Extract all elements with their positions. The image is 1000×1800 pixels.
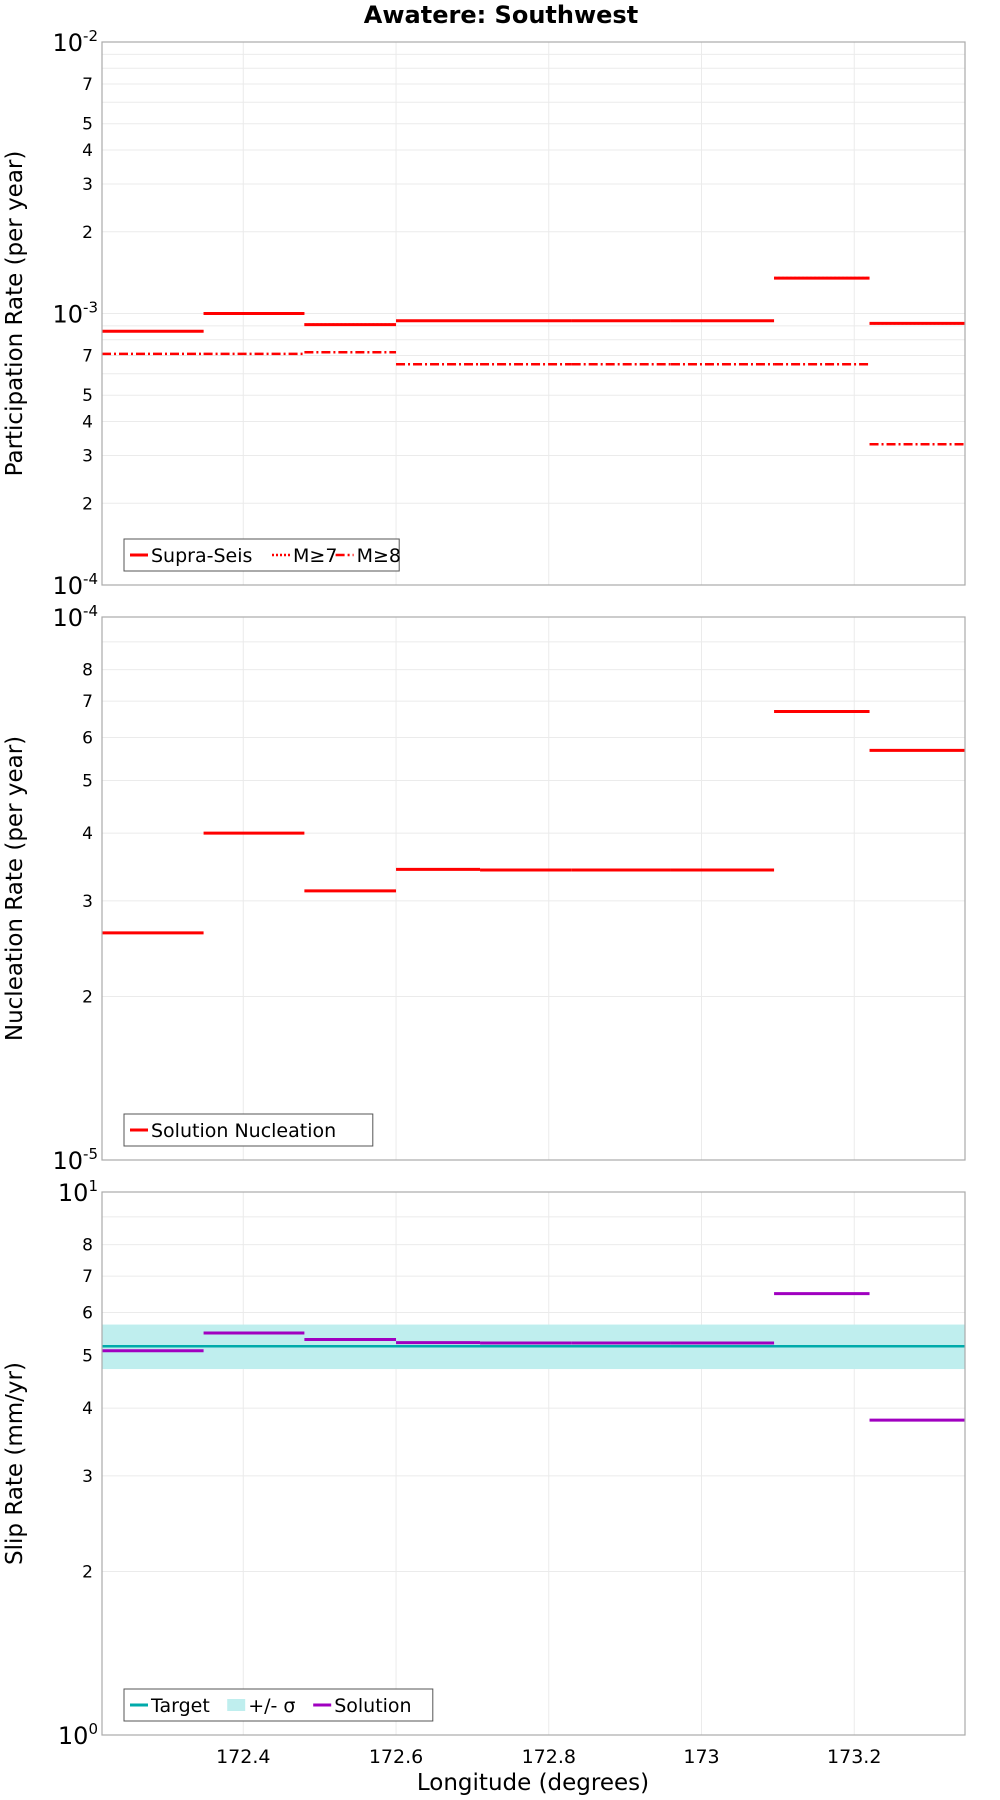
- y-tick-minor: 4: [82, 1399, 93, 1419]
- x-tick-label: 173: [683, 1746, 719, 1768]
- legend-box: [123, 1688, 434, 1722]
- series-solution-nucleation: [102, 709, 965, 935]
- legend-slip: Target +/- σ Solution: [123, 1688, 434, 1722]
- panel-slip: Slip Rate (mm/yr) 101 100 8 7 6 5 4 3 2 Target +/- …: [2, 1177, 966, 1768]
- x-grid-slip: [242, 1192, 855, 1735]
- y-tick-minor: 7: [82, 692, 93, 712]
- x-tick-label: 172.4: [216, 1746, 270, 1768]
- chart-title: Awatere: Southwest: [364, 1, 638, 29]
- series-m-7: [102, 276, 965, 333]
- legend-swatch: [227, 1699, 246, 1711]
- x-axis-label: Longitude (degrees): [417, 1770, 649, 1796]
- plot-frame-nucleation: [101, 616, 966, 1161]
- y-grid-nucleation: [102, 641, 965, 998]
- y-tick-minor: 6: [82, 1303, 93, 1323]
- x-tick-label: 173.2: [827, 1746, 881, 1768]
- y-axis-label-participation: Participation Rate (per year): [2, 151, 28, 477]
- plot-frame-slip: [101, 1191, 966, 1736]
- y-tick-major: 10-2: [52, 27, 98, 57]
- y-tick-minor: 2: [82, 223, 93, 243]
- x-tick-label: 172.8: [522, 1746, 576, 1768]
- legend-participation: Supra-Seis M≥7 M≥8: [123, 538, 401, 572]
- legend-nucleation: Solution Nucleation: [123, 1113, 374, 1147]
- y-tick-minor: 7: [82, 347, 93, 367]
- y-tick-major: 10-4: [52, 570, 98, 600]
- x-ticks: 172.4 172.6 172.8 173 173.2: [216, 1746, 881, 1768]
- plot-area-nucleation: [102, 617, 965, 1160]
- legend-box: [123, 1113, 374, 1147]
- legend-label: Supra-Seis: [151, 545, 252, 567]
- y-tick-minor: 3: [82, 446, 93, 466]
- legend-label: M≥8: [357, 545, 401, 567]
- y-tick-minor: 5: [82, 771, 93, 791]
- y-tick-minor: 5: [82, 115, 93, 135]
- panels: Participation Rate (per year) 10-2 10-3 10-…: [2, 27, 966, 1768]
- y-tick-minor: 7: [82, 75, 93, 95]
- y-axis-label-slip: Slip Rate (mm/yr): [2, 1362, 28, 1565]
- y-tick-minor: 6: [82, 728, 93, 748]
- legend-label: +/- σ: [248, 1695, 295, 1717]
- panel-participation: Participation Rate (per year) 10-2 10-3 10-…: [2, 27, 966, 600]
- plot-frame-participation: [101, 41, 966, 586]
- y-tick-minor: 2: [82, 988, 93, 1008]
- y-tick-minor: 8: [82, 661, 93, 681]
- y-tick-major: 10-5: [52, 1145, 98, 1175]
- y-tick-major: 10-4: [52, 602, 98, 632]
- legend-label: M≥7: [293, 545, 337, 567]
- y-tick-minor: 4: [82, 141, 93, 161]
- series-m-8: [102, 350, 965, 446]
- y-tick-minor: 3: [82, 892, 93, 912]
- y-tick-minor: 3: [82, 175, 93, 195]
- panel-nucleation: Nucleation Rate (per year) 10-4 10-5 8 7 6 5 4 3…: [2, 602, 966, 1175]
- y-tick-minor: 2: [82, 494, 93, 514]
- y-axis-label-nucleation: Nucleation Rate (per year): [2, 736, 28, 1041]
- series-solution: [102, 1292, 965, 1422]
- legend-label: Solution: [334, 1695, 411, 1717]
- legend-label: Target: [150, 1695, 210, 1717]
- y-tick-minor: 5: [82, 386, 93, 406]
- legend-label: Solution Nucleation: [151, 1120, 336, 1142]
- y-tick-major: 101: [58, 1177, 98, 1207]
- y-tick-major: 100: [58, 1720, 98, 1750]
- plot-area-slip: [102, 1192, 965, 1735]
- y-tick-minor: 5: [82, 1346, 93, 1366]
- x-grid-participation: [242, 42, 855, 585]
- x-grid-nucleation: [242, 617, 855, 1160]
- y-tick-minor: 4: [82, 413, 93, 433]
- y-tick-minor: 8: [82, 1236, 93, 1256]
- y-tick-minor: 2: [82, 1563, 93, 1583]
- y-tick-minor: 7: [82, 1267, 93, 1287]
- y-tick-major: 10-3: [52, 299, 98, 329]
- y-tick-minor: 3: [82, 1467, 93, 1487]
- y-tick-minor: 4: [82, 824, 93, 844]
- x-tick-label: 172.6: [369, 1746, 423, 1768]
